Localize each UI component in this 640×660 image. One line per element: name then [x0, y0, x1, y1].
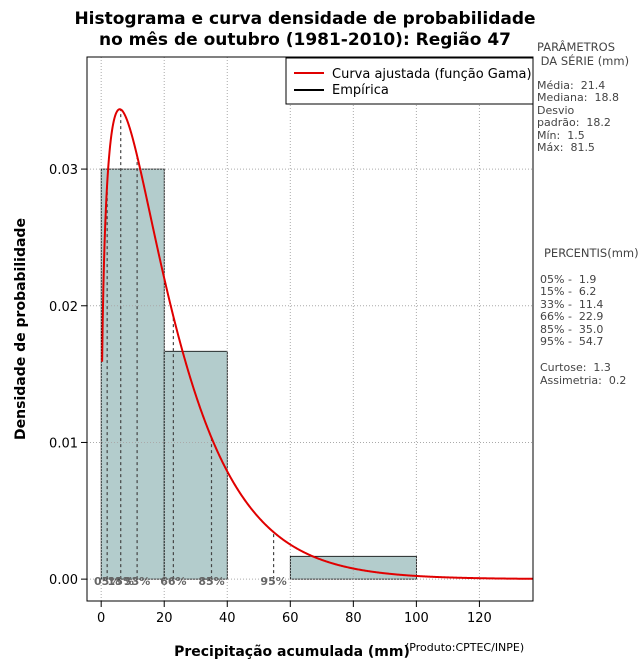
- gamma-fit-curve: [101, 108, 533, 580]
- histogram-bar-0: [100, 168, 165, 580]
- credit-label: (Produto:CPTEC/INPE): [405, 641, 524, 654]
- shape-stats: Curtose: 1.3 Assimetria: 0.2: [540, 361, 627, 387]
- legend: Curva ajustada (função Gama) Empírica: [285, 57, 534, 105]
- y-tick-label-3: 0.03: [49, 163, 78, 178]
- y-tick-label-1: 0.01: [49, 436, 78, 451]
- percentile-label-5: 95%: [260, 575, 286, 588]
- y-axis-label: Densidade de probabilidade: [13, 218, 29, 440]
- x-tick-label-6: 120: [467, 611, 492, 626]
- percentiles-values: 05% - 1.9 15% - 6.2 33% - 11.4 66% - 22.…: [540, 273, 604, 349]
- params-panel: PARÂMETROS DA SÉRIE (mm) Média: 21.4 Med…: [537, 40, 629, 154]
- legend-box: [285, 57, 534, 105]
- chart-title-line-2: no mês de outubro (1981-2010): Região 47: [98, 30, 512, 50]
- params-values: Média: 21.4 Mediana: 18.8 Desvio padrão:…: [537, 79, 619, 155]
- legend-label-empirical: Empírica: [332, 83, 389, 98]
- percentile-lines-layer: 05%15%33% 66% 85% 95%: [94, 109, 287, 588]
- percentile-label-0: 05%: [94, 575, 120, 588]
- percentile-label-1: 15%: [108, 575, 134, 588]
- percentile-label-3: 66%: [160, 575, 186, 588]
- x-tick-label-2: 40: [219, 611, 236, 626]
- x-tick-label-1: 20: [156, 611, 173, 626]
- y-tick-label-0: 0.00: [49, 573, 78, 588]
- percentile-label-4: 85%: [198, 575, 224, 588]
- x-axis-label: Precipitação acumulada (mm): [174, 644, 410, 660]
- percentiles-title: PERCENTIS(mm): [544, 246, 639, 260]
- percentiles-panel: PERCENTIS(mm) 05% - 1.9 15% - 6.2 33% - …: [540, 246, 639, 387]
- x-tick-label-4: 80: [345, 611, 362, 626]
- x-tick-label-0: 0: [97, 611, 105, 626]
- x-tick-label-5: 100: [404, 611, 429, 626]
- legend-label-fit: Curva ajustada (função Gama): [332, 67, 532, 82]
- axes-layer: 0 20 40 60 80 100 120 0.00 0.01 0.02 0.03: [49, 163, 492, 626]
- y-tick-label-2: 0.02: [49, 300, 78, 315]
- params-title: PARÂMETROS DA SÉRIE (mm): [537, 40, 630, 68]
- plot-frame: [86, 56, 534, 602]
- grid-layer: [87, 57, 533, 601]
- chart-title-line-1: Histograma e curva densidade de probabil…: [74, 9, 536, 29]
- x-tick-label-3: 60: [282, 611, 299, 626]
- percentile-label-2: 33%: [124, 575, 150, 588]
